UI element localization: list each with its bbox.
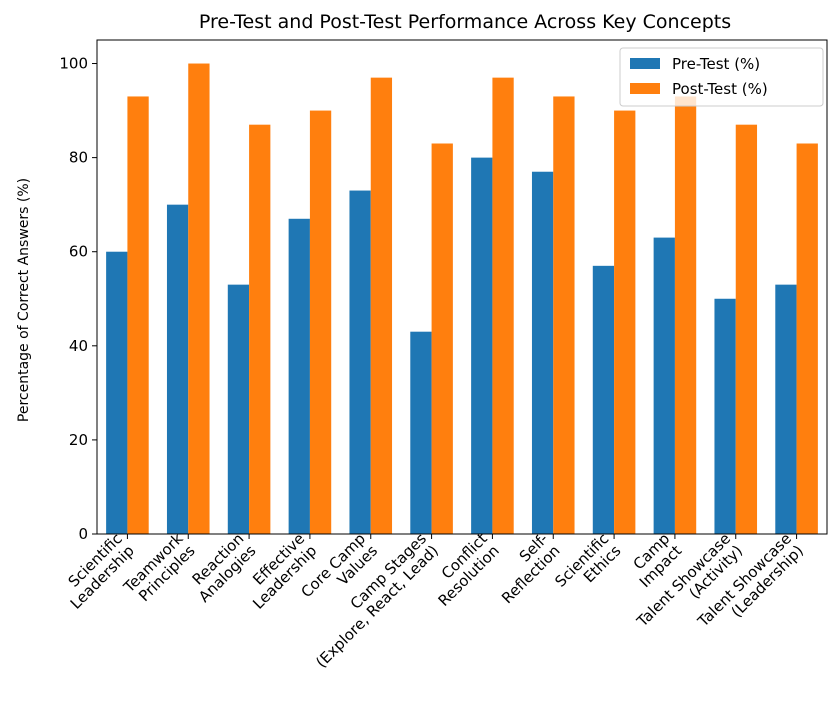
x-tick-label: Self-Reflection	[486, 530, 564, 608]
bar	[471, 157, 493, 534]
y-tick-label: 100	[59, 55, 88, 73]
y-tick-label: 80	[69, 149, 88, 167]
x-tick-label: ScientificEthics	[551, 529, 624, 602]
plot-frame	[96, 39, 828, 535]
bar	[309, 110, 332, 535]
y-tick-label: 0	[78, 525, 88, 543]
bar	[592, 265, 615, 534]
bar	[674, 96, 697, 534]
bar	[127, 96, 149, 534]
bar	[735, 124, 758, 534]
x-tick-label: ScientificLeadership	[55, 530, 138, 613]
bar	[370, 77, 393, 534]
bar	[531, 171, 554, 534]
bar	[166, 204, 189, 534]
bar	[410, 331, 432, 534]
x-tick-label: TeamworkPrinciples	[119, 529, 198, 608]
legend-label: Post-Test (%)	[672, 80, 768, 98]
x-tick-label: ConflictResolution	[423, 530, 503, 610]
x-tick-label: ReactionAnalogies	[183, 529, 260, 606]
bar	[796, 143, 818, 534]
legend-swatch	[630, 83, 660, 94]
y-axis-label: Percentage of Correct Answers (%)	[16, 178, 32, 422]
bar	[775, 284, 797, 534]
y-tick-label: 40	[69, 337, 88, 355]
bar	[249, 124, 271, 534]
bar	[106, 251, 128, 534]
legend-swatch	[630, 58, 660, 69]
bar	[227, 284, 250, 534]
bar	[431, 143, 453, 534]
bar	[492, 77, 514, 534]
bar	[553, 96, 575, 534]
bar	[288, 218, 310, 534]
legend-label: Pre-Test (%)	[672, 55, 760, 73]
bar	[614, 110, 636, 535]
legend-box	[619, 47, 824, 107]
chart-title: Pre-Test and Post-Test Performance Acros…	[199, 11, 731, 33]
y-tick-label: 20	[69, 431, 88, 449]
bar	[188, 63, 210, 535]
bar	[349, 190, 371, 535]
bar	[714, 298, 736, 534]
y-tick-label: 60	[69, 243, 88, 261]
bar	[653, 237, 675, 534]
